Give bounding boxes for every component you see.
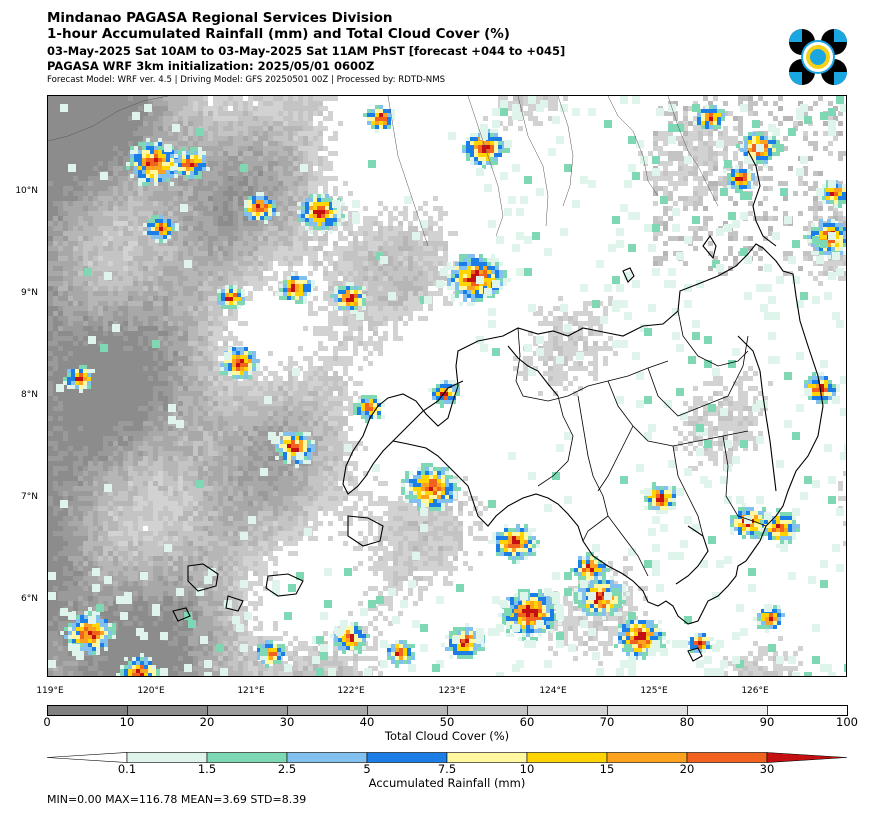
davao-gulf xyxy=(675,525,709,585)
rain-colorbar-segment xyxy=(286,752,368,763)
lon-label-125e: 125°E xyxy=(640,686,668,696)
sarangani-islands xyxy=(687,647,703,662)
cloud-colorbar-segment xyxy=(127,705,208,716)
rainfall-colorbar xyxy=(46,752,848,763)
valid-time: 03-May-2025 Sat 10AM to 03-May-2025 Sat … xyxy=(47,44,566,58)
cloud-colorbar-segment xyxy=(687,705,768,716)
rain-colorbar-segment xyxy=(366,752,448,763)
initialization-time: PAGASA WRF 3km initialization: 2025/05/0… xyxy=(47,59,375,73)
eastern-coast xyxy=(737,335,777,492)
lon-label-124e: 124°E xyxy=(539,686,567,696)
cloud-colorbar-title: Total Cloud Cover (%) xyxy=(384,729,510,743)
cloud-colorbar-tick: 80 xyxy=(679,715,695,729)
lat-label-6n: 6°N xyxy=(21,594,38,604)
pagasa-logo-icon xyxy=(789,29,847,85)
rain-colorbar-tick: 5 xyxy=(363,762,371,776)
map-title: Mindanao PAGASA Regional Services Divisi… xyxy=(47,10,393,26)
basilan-island xyxy=(347,515,384,547)
rain-colorbar-tick: 15 xyxy=(599,762,615,776)
rain-colorbar-tick: 30 xyxy=(759,762,775,776)
cloud-colorbar-tick: 10 xyxy=(119,715,135,729)
cloud-colorbar-tick: 40 xyxy=(359,715,375,729)
cloud-cover-colorbar xyxy=(47,705,848,716)
rain-colorbar-segment xyxy=(686,752,768,763)
jolo-island xyxy=(265,573,304,597)
rain-colorbar-segment xyxy=(206,752,288,763)
cloud-colorbar-tick: 90 xyxy=(759,715,775,729)
rain-colorbar-tick: 0.1 xyxy=(117,762,137,776)
rain-colorbar-segment xyxy=(766,752,848,763)
lat-label-8n: 8°N xyxy=(21,390,38,400)
misamis-oriental-coast xyxy=(507,345,559,397)
cloud-colorbar-segment xyxy=(607,705,688,716)
lat-label-7n: 7°N xyxy=(21,492,38,502)
cloud-colorbar-tick: 0 xyxy=(43,715,51,729)
map-subtitle: 1-hour Accumulated Rainfall (mm) and Tot… xyxy=(47,26,510,42)
rain-colorbar-segment xyxy=(526,752,608,763)
rain-colorbar-segment xyxy=(126,752,208,763)
cloud-colorbar-tick: 30 xyxy=(279,715,295,729)
dinagat-island xyxy=(702,234,717,260)
siargao-island xyxy=(747,150,777,247)
lat-label-9n: 9°N xyxy=(21,288,38,298)
cloud-colorbar-segment xyxy=(527,705,608,716)
cloud-colorbar-segment xyxy=(287,705,368,716)
model-info: Forecast Model: WRF ver. 4.5 | Driving M… xyxy=(47,75,446,85)
statistics-summary: MIN=0.00 MAX=116.78 MEAN=3.69 STD=8.39 xyxy=(47,793,307,806)
lon-label-126e: 126°E xyxy=(741,686,769,696)
cloud-colorbar-segment xyxy=(47,705,128,716)
province-boundaries xyxy=(515,310,767,577)
cloud-colorbar-tick: 60 xyxy=(519,715,535,729)
lon-label-120e: 120°E xyxy=(137,686,165,696)
cloud-colorbar-tick: 20 xyxy=(199,715,215,729)
cloud-colorbar-segment xyxy=(207,705,288,716)
rain-colorbar-segment xyxy=(606,752,688,763)
cloud-colorbar-tick: 50 xyxy=(439,715,455,729)
zamboanga-peninsula xyxy=(392,380,464,442)
cloud-colorbar-tick: 70 xyxy=(599,715,615,729)
camiguin-island xyxy=(622,267,635,283)
cloud-colorbar-segment xyxy=(447,705,528,716)
rainfall-layer xyxy=(48,96,846,676)
cloud-colorbar-segment xyxy=(767,705,848,716)
cloud-colorbar-segment xyxy=(367,705,448,716)
rain-colorbar-tick: 1.5 xyxy=(197,762,217,776)
rain-colorbar-title: Accumulated Rainfall (mm) xyxy=(368,776,526,790)
rain-colorbar-tick: 2.5 xyxy=(277,762,297,776)
map-canvas xyxy=(48,96,846,676)
lon-label-121e: 121°E xyxy=(237,686,265,696)
rainfall-cloud-map xyxy=(47,95,847,677)
rain-colorbar-tick: 20 xyxy=(679,762,695,776)
tawi-tawi-islands xyxy=(172,563,244,622)
visayas-outlines xyxy=(48,96,719,247)
rain-colorbar-tick: 7.5 xyxy=(437,762,457,776)
lon-label-119e: 119°E xyxy=(36,686,64,696)
rain-colorbar-tick: 10 xyxy=(519,762,535,776)
lon-label-123e: 123°E xyxy=(438,686,466,696)
lon-label-122e: 122°E xyxy=(337,686,365,696)
mindanao-coastline xyxy=(342,243,824,625)
coastlines xyxy=(172,150,824,662)
lat-label-10n: 10°N xyxy=(15,186,38,196)
cloud-colorbar-tick: 100 xyxy=(836,715,858,729)
rain-colorbar-segment xyxy=(46,752,128,763)
rain-colorbar-segment xyxy=(446,752,528,763)
